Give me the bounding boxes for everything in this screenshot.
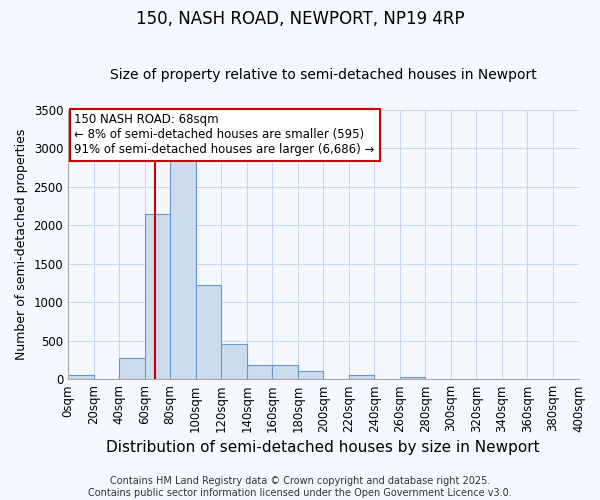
Bar <box>145 214 170 380</box>
Text: 150 NASH ROAD: 68sqm
← 8% of semi-detached houses are smaller (595)
91% of semi-: 150 NASH ROAD: 68sqm ← 8% of semi-detach… <box>74 114 375 156</box>
Bar <box>298 371 323 380</box>
Y-axis label: Number of semi-detached properties: Number of semi-detached properties <box>15 128 28 360</box>
Text: Contains HM Land Registry data © Crown copyright and database right 2025.
Contai: Contains HM Land Registry data © Crown c… <box>88 476 512 498</box>
Bar <box>400 376 425 380</box>
Bar <box>196 286 221 380</box>
Bar <box>119 358 145 380</box>
Bar <box>170 156 196 380</box>
Title: Size of property relative to semi-detached houses in Newport: Size of property relative to semi-detach… <box>110 68 536 82</box>
X-axis label: Distribution of semi-detached houses by size in Newport: Distribution of semi-detached houses by … <box>106 440 540 455</box>
Text: 150, NASH ROAD, NEWPORT, NP19 4RP: 150, NASH ROAD, NEWPORT, NP19 4RP <box>136 10 464 28</box>
Bar <box>68 376 94 380</box>
Bar <box>272 365 298 380</box>
Bar <box>221 344 247 380</box>
Bar <box>349 375 374 380</box>
Bar <box>247 365 272 380</box>
